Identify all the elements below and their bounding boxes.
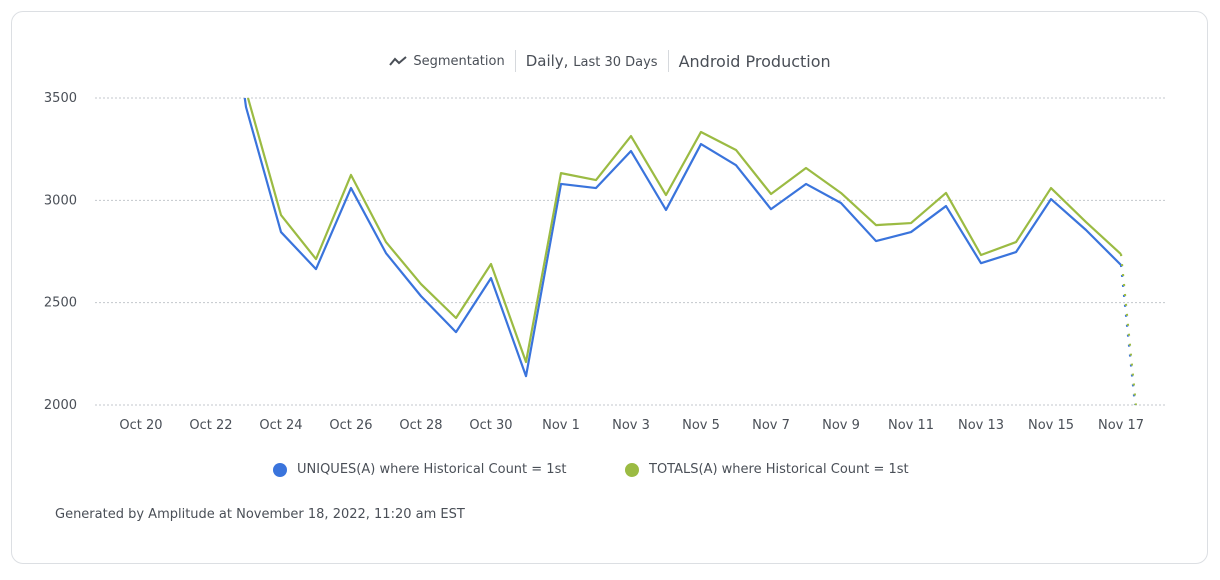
- legend-label: UNIQUES(A) where Historical Count = 1st: [297, 462, 567, 477]
- x-tick-label: Oct 20: [119, 418, 162, 433]
- x-tick-label: Nov 9: [822, 418, 860, 433]
- x-tick-label: Nov 17: [1098, 418, 1144, 433]
- segmentation-label: Segmentation: [389, 53, 505, 69]
- series-line-totals: [246, 97, 1122, 364]
- x-tick-label: Nov 1: [542, 418, 580, 433]
- line-chart-icon: [389, 56, 407, 66]
- divider: [667, 50, 669, 72]
- x-tick-label: Oct 28: [399, 418, 442, 433]
- chart-card: [11, 11, 1208, 564]
- date-range: Daily, Last 30 Days: [526, 52, 658, 70]
- legend-dot-icon: [273, 462, 287, 477]
- interval-label: Daily,: [525, 52, 569, 70]
- range-label: Last 30 Days: [573, 55, 658, 70]
- x-tick-label: Nov 15: [1028, 418, 1074, 433]
- y-tick-label: 3500: [44, 91, 77, 106]
- legend-item-totals[interactable]: TOTALS(A) where Historical Count = 1st: [625, 462, 909, 477]
- legend-item-uniques[interactable]: UNIQUES(A) where Historical Count = 1st: [273, 462, 566, 477]
- series-line-uniques: [243, 97, 1122, 378]
- x-tick-label: Oct 22: [189, 418, 232, 433]
- generated-footnote: Generated by Amplitude at November 18, 2…: [55, 507, 465, 522]
- x-tick-label: Nov 3: [612, 418, 650, 433]
- legend-label: TOTALS(A) where Historical Count = 1st: [649, 462, 909, 477]
- x-tick-label: Nov 11: [888, 418, 934, 433]
- legend-dot-icon: [625, 462, 639, 477]
- y-tick-label: 2000: [44, 398, 77, 413]
- chart-header: Segmentation Daily, Last 30 Days Android…: [0, 50, 1220, 72]
- x-tick-label: Nov 5: [682, 418, 720, 433]
- x-tick-label: Oct 24: [259, 418, 302, 433]
- divider: [514, 50, 516, 72]
- x-tick-label: Nov 7: [752, 418, 790, 433]
- y-tick-label: 3000: [44, 193, 77, 208]
- x-tick-label: Nov 13: [958, 418, 1004, 433]
- y-tick-label: 2500: [44, 296, 77, 311]
- segmentation-text: Segmentation: [413, 53, 505, 69]
- x-tick-label: Oct 26: [329, 418, 372, 433]
- x-tick-label: Oct 30: [469, 418, 512, 433]
- project-name: Android Production: [678, 51, 831, 71]
